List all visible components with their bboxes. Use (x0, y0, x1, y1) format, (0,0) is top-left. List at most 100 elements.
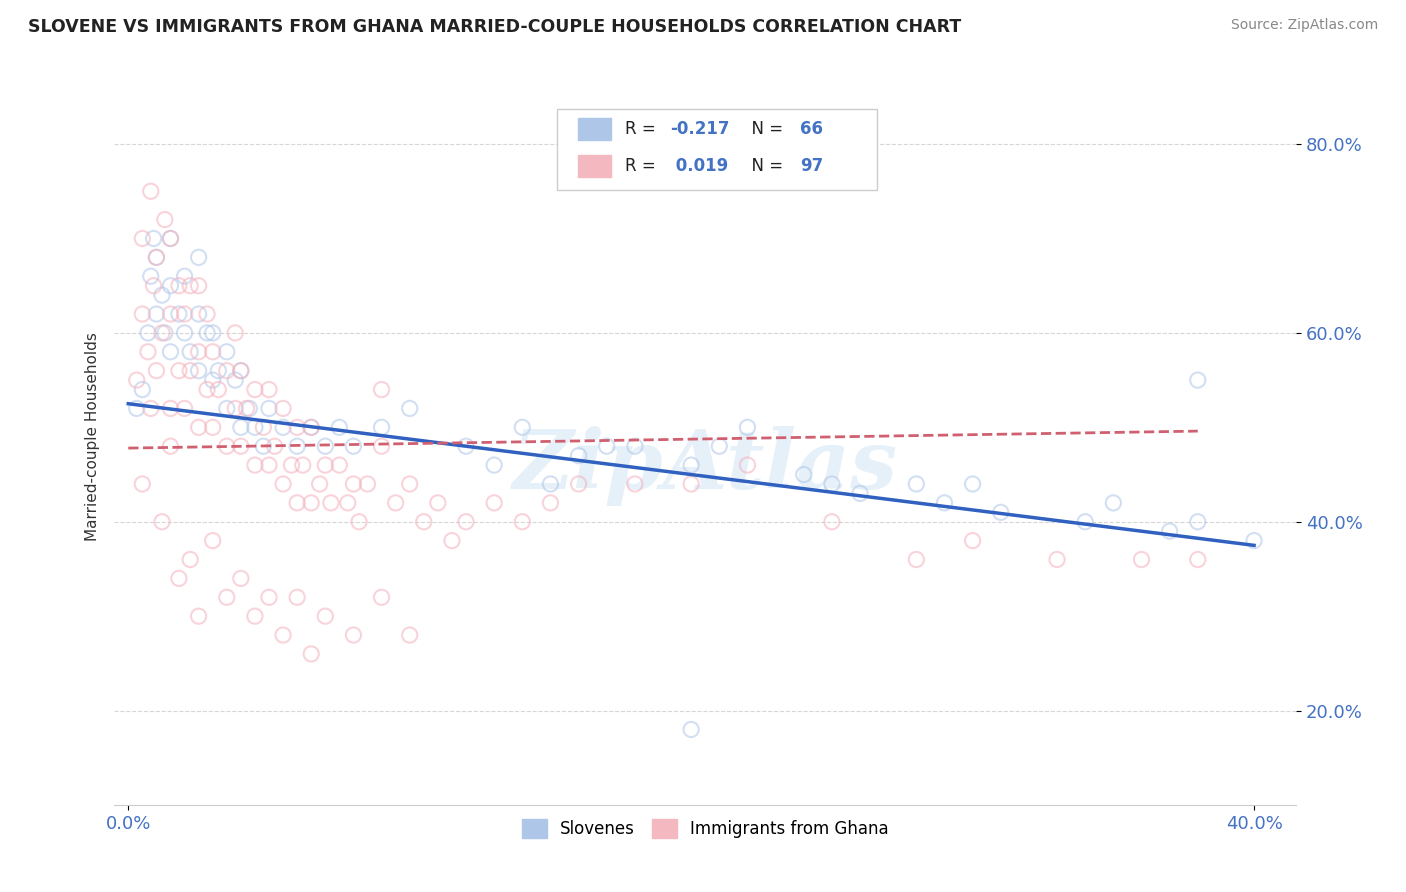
Point (356, 477, 378, 491)
Point (224, 326, 246, 340)
Point (454, 515, 477, 529)
Point (235, 401, 257, 416)
Point (398, 628, 420, 642)
Point (145, 251, 167, 265)
Point (215, 344, 238, 359)
Point (538, 496, 561, 510)
Point (136, 344, 159, 359)
Point (342, 477, 364, 491)
Point (139, 269, 162, 284)
Point (596, 439, 619, 453)
Point (125, 401, 148, 416)
Text: ZipAtlas: ZipAtlas (513, 426, 898, 507)
Point (167, 571, 190, 585)
Point (905, 477, 928, 491)
Legend: Slovenes, Immigrants from Ghana: Slovenes, Immigrants from Ghana (515, 812, 896, 845)
Point (271, 477, 294, 491)
FancyBboxPatch shape (557, 109, 876, 190)
Point (412, 515, 434, 529)
Point (150, 326, 173, 340)
Text: Source: ZipAtlas.com: Source: ZipAtlas.com (1230, 18, 1378, 32)
Point (257, 401, 280, 416)
Point (905, 552, 928, 566)
Point (252, 439, 274, 453)
Point (142, 231, 165, 245)
Point (426, 496, 449, 510)
Text: N =: N = (741, 157, 789, 175)
Point (370, 383, 392, 397)
Point (1187, 515, 1209, 529)
Point (737, 458, 759, 472)
Point (243, 383, 266, 397)
Text: SLOVENE VS IMMIGRANTS FROM GHANA MARRIED-COUPLE HOUSEHOLDS CORRELATION CHART: SLOVENE VS IMMIGRANTS FROM GHANA MARRIED… (28, 18, 962, 36)
Point (398, 401, 420, 416)
Point (271, 420, 294, 434)
Point (347, 515, 370, 529)
Point (328, 458, 350, 472)
Point (737, 420, 759, 434)
Point (201, 533, 224, 548)
Point (1074, 515, 1097, 529)
Point (1130, 552, 1153, 566)
Point (207, 364, 229, 378)
Point (990, 505, 1012, 519)
Point (173, 269, 195, 284)
Point (139, 184, 162, 198)
Point (150, 515, 173, 529)
Point (370, 591, 392, 605)
Text: N =: N = (741, 120, 789, 138)
Text: -0.217: -0.217 (669, 120, 730, 138)
Text: 66: 66 (800, 120, 823, 138)
Point (342, 439, 364, 453)
Point (299, 420, 322, 434)
Point (131, 231, 153, 245)
Point (271, 401, 294, 416)
Point (257, 383, 280, 397)
Point (224, 401, 246, 416)
Point (153, 212, 176, 227)
Point (215, 591, 238, 605)
Point (308, 477, 330, 491)
Point (291, 458, 314, 472)
Point (285, 591, 308, 605)
Point (173, 326, 195, 340)
Text: 0.019: 0.019 (669, 157, 728, 175)
Point (179, 364, 201, 378)
Point (624, 439, 647, 453)
Point (187, 344, 209, 359)
Point (681, 458, 703, 472)
Point (215, 439, 238, 453)
Point (145, 364, 167, 378)
Point (285, 496, 308, 510)
Point (285, 420, 308, 434)
Point (398, 477, 420, 491)
Point (131, 477, 153, 491)
Point (187, 307, 209, 321)
Text: R =: R = (624, 157, 661, 175)
Point (681, 723, 703, 737)
Point (1046, 552, 1069, 566)
Point (167, 278, 190, 293)
Point (314, 609, 336, 624)
Point (681, 477, 703, 491)
Point (384, 496, 406, 510)
Point (195, 326, 218, 340)
Point (159, 307, 181, 321)
Point (243, 609, 266, 624)
Point (179, 344, 201, 359)
Point (179, 278, 201, 293)
Point (243, 458, 266, 472)
Point (440, 533, 463, 548)
Point (159, 278, 181, 293)
Point (139, 401, 162, 416)
Point (215, 401, 238, 416)
Point (187, 278, 209, 293)
Point (243, 420, 266, 434)
Point (1187, 373, 1209, 387)
Point (167, 364, 190, 378)
Point (510, 515, 533, 529)
Point (1243, 533, 1265, 548)
Point (271, 628, 294, 642)
Point (142, 278, 165, 293)
Text: 97: 97 (800, 157, 823, 175)
